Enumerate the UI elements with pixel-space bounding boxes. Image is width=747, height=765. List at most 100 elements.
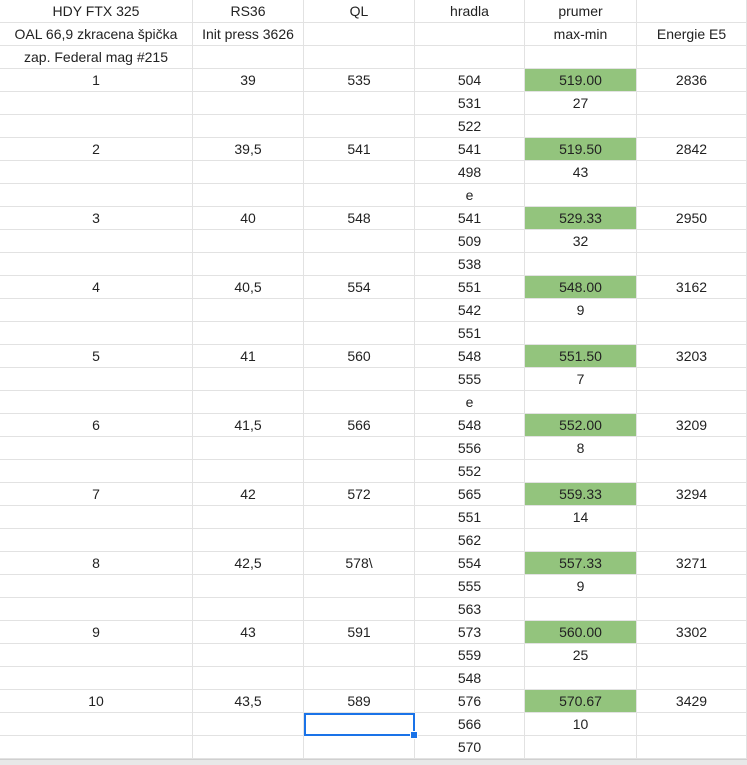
energy-cell[interactable]: 3294 <box>637 483 747 506</box>
col-b-cell[interactable] <box>193 253 304 276</box>
test-number-cell[interactable]: 1 <box>0 69 193 92</box>
velocity-cell[interactable]: 554 <box>415 552 525 575</box>
velocity-cell[interactable]: 563 <box>415 598 525 621</box>
velocity-cell[interactable]: 551 <box>415 276 525 299</box>
energy-cell[interactable]: 3203 <box>637 345 747 368</box>
header-cell[interactable]: OAL 66,9 zkracena špička <box>0 23 193 46</box>
col-a-cell[interactable] <box>0 230 193 253</box>
ql-cell[interactable]: 566 <box>304 414 415 437</box>
col-c-cell[interactable] <box>304 230 415 253</box>
energy-cell[interactable]: 3302 <box>637 621 747 644</box>
col-b-cell[interactable] <box>193 460 304 483</box>
col-c-cell[interactable] <box>304 529 415 552</box>
energy-cell[interactable]: 3162 <box>637 276 747 299</box>
ql-cell[interactable]: 591 <box>304 621 415 644</box>
col-a-cell[interactable] <box>0 598 193 621</box>
col-f-cell[interactable] <box>637 529 747 552</box>
spread-cell[interactable]: 27 <box>525 92 637 115</box>
velocity-cell[interactable]: 565 <box>415 483 525 506</box>
powder-charge-cell[interactable]: 40 <box>193 207 304 230</box>
col-f-cell[interactable] <box>637 253 747 276</box>
ql-cell[interactable]: 589 <box>304 690 415 713</box>
average-cell[interactable]: 551.50 <box>525 345 637 368</box>
col-f-cell[interactable] <box>637 598 747 621</box>
test-number-cell[interactable]: 5 <box>0 345 193 368</box>
col-a-cell[interactable] <box>0 529 193 552</box>
header-cell[interactable] <box>637 46 747 69</box>
col-c-cell[interactable] <box>304 460 415 483</box>
velocity-cell[interactable]: 531 <box>415 92 525 115</box>
col-a-cell[interactable] <box>0 575 193 598</box>
col-f-cell[interactable] <box>637 115 747 138</box>
velocity-cell[interactable]: 504 <box>415 69 525 92</box>
col-a-cell[interactable] <box>0 253 193 276</box>
header-cell[interactable]: QL <box>304 0 415 23</box>
col-c-cell[interactable] <box>304 92 415 115</box>
header-cell[interactable]: Init press 3626 <box>193 23 304 46</box>
header-cell[interactable] <box>525 46 637 69</box>
velocity-cell[interactable]: 548 <box>415 345 525 368</box>
ql-cell[interactable]: 578\ <box>304 552 415 575</box>
col-f-cell[interactable] <box>637 644 747 667</box>
col-a-cell[interactable] <box>0 667 193 690</box>
col-e-cell[interactable] <box>525 736 637 759</box>
col-f-cell[interactable] <box>637 460 747 483</box>
col-b-cell[interactable] <box>193 506 304 529</box>
col-e-cell[interactable] <box>525 529 637 552</box>
col-a-cell[interactable] <box>0 161 193 184</box>
average-cell[interactable]: 570.67 <box>525 690 637 713</box>
velocity-cell[interactable]: 509 <box>415 230 525 253</box>
velocity-cell[interactable]: 562 <box>415 529 525 552</box>
col-e-cell[interactable] <box>525 184 637 207</box>
velocity-cell[interactable]: 548 <box>415 414 525 437</box>
col-f-cell[interactable] <box>637 92 747 115</box>
velocity-cell[interactable]: 570 <box>415 736 525 759</box>
velocity-cell[interactable]: 541 <box>415 207 525 230</box>
powder-charge-cell[interactable]: 41 <box>193 345 304 368</box>
velocity-cell[interactable]: e <box>415 184 525 207</box>
col-b-cell[interactable] <box>193 736 304 759</box>
col-b-cell[interactable] <box>193 575 304 598</box>
col-a-cell[interactable] <box>0 92 193 115</box>
col-a-cell[interactable] <box>0 368 193 391</box>
col-f-cell[interactable] <box>637 391 747 414</box>
velocity-cell[interactable]: 555 <box>415 368 525 391</box>
col-f-cell[interactable] <box>637 184 747 207</box>
spread-cell[interactable]: 14 <box>525 506 637 529</box>
col-b-cell[interactable] <box>193 230 304 253</box>
velocity-cell[interactable]: 555 <box>415 575 525 598</box>
ql-cell[interactable]: 560 <box>304 345 415 368</box>
col-b-cell[interactable] <box>193 184 304 207</box>
header-cell[interactable]: prumer <box>525 0 637 23</box>
test-number-cell[interactable]: 7 <box>0 483 193 506</box>
test-number-cell[interactable]: 6 <box>0 414 193 437</box>
horizontal-scrollbar[interactable] <box>0 759 747 765</box>
velocity-cell[interactable]: 498 <box>415 161 525 184</box>
col-b-cell[interactable] <box>193 644 304 667</box>
energy-cell[interactable]: 3429 <box>637 690 747 713</box>
col-e-cell[interactable] <box>525 391 637 414</box>
col-e-cell[interactable] <box>525 460 637 483</box>
velocity-cell[interactable]: 552 <box>415 460 525 483</box>
velocity-cell[interactable]: 551 <box>415 506 525 529</box>
average-cell[interactable]: 557.33 <box>525 552 637 575</box>
col-c-cell[interactable] <box>304 253 415 276</box>
header-cell[interactable] <box>304 46 415 69</box>
col-a-cell[interactable] <box>0 437 193 460</box>
col-b-cell[interactable] <box>193 391 304 414</box>
header-cell[interactable]: HDY FTX 325 <box>0 0 193 23</box>
header-cell[interactable]: RS36 <box>193 0 304 23</box>
powder-charge-cell[interactable]: 42 <box>193 483 304 506</box>
col-f-cell[interactable] <box>637 506 747 529</box>
powder-charge-cell[interactable]: 39,5 <box>193 138 304 161</box>
col-a-cell[interactable] <box>0 460 193 483</box>
col-a-cell[interactable] <box>0 322 193 345</box>
header-cell[interactable] <box>415 46 525 69</box>
col-b-cell[interactable] <box>193 322 304 345</box>
energy-cell[interactable]: 2836 <box>637 69 747 92</box>
velocity-cell[interactable]: 542 <box>415 299 525 322</box>
velocity-cell[interactable]: 576 <box>415 690 525 713</box>
velocity-cell[interactable]: 573 <box>415 621 525 644</box>
col-f-cell[interactable] <box>637 322 747 345</box>
